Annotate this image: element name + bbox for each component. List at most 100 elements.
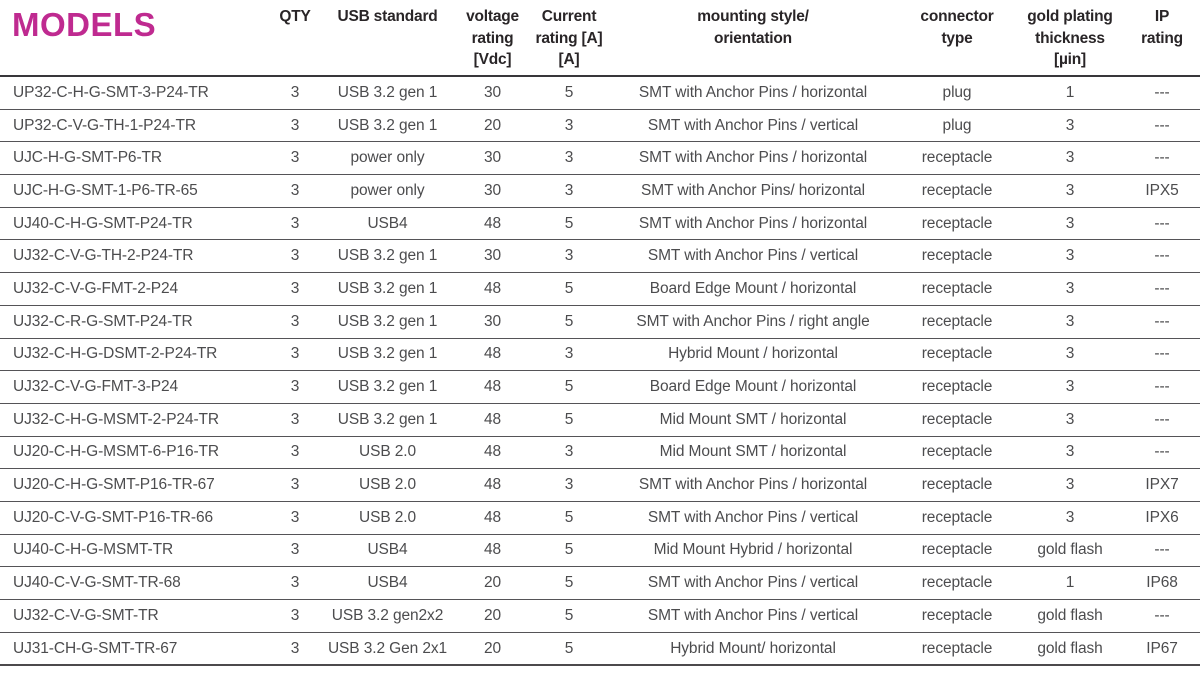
usb-standard-cell: USB 2.0 [358, 476, 417, 494]
header-line: Current [541, 8, 597, 25]
column-header-qty: QTY [270, 0, 320, 76]
current-rating-cell: 5 [564, 574, 574, 592]
mounting-style-cell: SMT with Anchor Pins / horizontal [638, 476, 868, 494]
model-number-cell: UJ32-C-H-G-MSMT-2-P24-TR [13, 410, 219, 428]
gold-plating-cell: 3 [1065, 443, 1075, 461]
gold-plating-cell: 3 [1065, 508, 1075, 526]
table-row: UJ32-C-H-G-MSMT-2-P24-TR 3 USB 3.2 gen 1… [0, 403, 1200, 436]
header-line: rating [A] [535, 29, 603, 47]
ip-rating-cell: --- [1154, 606, 1170, 624]
table-row: UJ20-C-H-G-SMT-P16-TR-67 3 USB 2.0 48 3 … [0, 468, 1200, 502]
gold-plating-cell: 3 [1065, 378, 1075, 396]
header-line: orientation [714, 29, 792, 47]
ip-rating-cell: --- [1154, 149, 1170, 167]
voltage-rating-cell: 48 [483, 279, 502, 297]
connector-type-cell: receptacle [921, 345, 993, 363]
table-row: UJ20-C-V-G-SMT-P16-TR-66 3 USB 2.0 48 5 … [0, 501, 1200, 534]
qty-cell: 3 [290, 149, 300, 167]
mounting-style-cell: Hybrid Mount/ horizontal [670, 639, 836, 657]
ip-rating-cell: --- [1154, 378, 1170, 396]
voltage-rating-cell: 48 [483, 378, 502, 396]
column-header-voltage-rating: voltage rating [Vdc] [455, 0, 530, 76]
model-number-cell: UJ20-C-V-G-SMT-P16-TR-66 [13, 508, 213, 526]
model-number-cell: UJ20-C-H-G-SMT-P16-TR-67 [13, 476, 215, 494]
current-rating-cell: 3 [564, 149, 574, 167]
current-rating-cell: 5 [564, 639, 574, 657]
usb-standard-cell: power only [350, 181, 425, 199]
table-row: UP32-C-H-G-SMT-3-P24-TR 3 USB 3.2 gen 1 … [0, 76, 1200, 109]
page-title: MODELS [12, 6, 157, 43]
mounting-style-cell: Board Edge Mount / horizontal [649, 279, 857, 297]
qty-cell: 3 [290, 541, 300, 559]
header-line: QTY [279, 8, 311, 25]
usb-standard-cell: USB 2.0 [358, 508, 417, 526]
table-row: UJ32-C-V-G-SMT-TR 3 USB 3.2 gen2x2 20 5 … [0, 599, 1200, 633]
connector-type-cell: receptacle [921, 606, 993, 624]
connector-type-cell: receptacle [921, 378, 993, 396]
qty-cell: 3 [290, 378, 300, 396]
header-line: gold plating [1027, 8, 1113, 25]
header-line: USB standard [337, 8, 438, 25]
header-line: rating [1141, 29, 1183, 47]
header-line: connector [920, 8, 994, 25]
connector-type-cell: receptacle [921, 639, 993, 657]
model-number-cell: UJC-H-G-SMT-1-P6-TR-65 [13, 181, 198, 199]
gold-plating-cell: 1 [1065, 83, 1075, 101]
ip-rating-cell: IPX5 [1145, 181, 1179, 199]
usb-standard-cell: USB4 [367, 574, 408, 592]
header-line: IP [1154, 8, 1170, 25]
column-header-current-rating: Current rating [A] [A] [530, 0, 608, 76]
current-rating-cell: 5 [564, 606, 574, 624]
qty-cell: 3 [290, 476, 300, 494]
connector-type-cell: receptacle [921, 476, 993, 494]
connector-type-cell: receptacle [921, 181, 993, 199]
usb-standard-cell: USB 3.2 Gen 2x1 [327, 639, 448, 657]
connector-type-cell: receptacle [921, 410, 993, 428]
model-number-cell: UJ20-C-H-G-MSMT-6-P16-TR [13, 443, 219, 461]
table-row: UP32-C-V-G-TH-1-P24-TR 3 USB 3.2 gen 1 2… [0, 109, 1200, 142]
current-rating-cell: 5 [564, 508, 574, 526]
header-line: rating [471, 29, 514, 47]
qty-cell: 3 [290, 247, 300, 265]
gold-plating-cell: gold flash [1037, 606, 1103, 624]
qty-cell: 3 [290, 574, 300, 592]
connector-type-cell: receptacle [921, 508, 993, 526]
usb-standard-cell: USB 3.2 gen 1 [337, 279, 438, 297]
voltage-rating-cell: 30 [483, 247, 502, 265]
connector-type-cell: receptacle [921, 214, 993, 232]
mounting-style-cell: SMT with Anchor Pins / horizontal [638, 83, 868, 101]
usb-standard-cell: USB4 [367, 214, 408, 232]
current-rating-cell: 3 [564, 247, 574, 265]
mounting-style-cell: SMT with Anchor Pins / horizontal [638, 149, 868, 167]
qty-cell: 3 [290, 83, 300, 101]
header-line: type [941, 29, 973, 47]
model-number-cell: UJ32-C-V-G-FMT-3-P24 [13, 378, 179, 396]
header-line: [Vdc] [473, 51, 512, 68]
table-row: UJ31-CH-G-SMT-TR-67 3 USB 3.2 Gen 2x1 20… [0, 632, 1200, 665]
model-number-cell: UJ31-CH-G-SMT-TR-67 [13, 639, 178, 657]
model-number-cell: UP32-C-H-G-SMT-3-P24-TR [13, 83, 209, 101]
column-header-model: MODELS [0, 0, 270, 76]
connector-type-cell: receptacle [921, 279, 993, 297]
qty-cell: 3 [290, 214, 300, 232]
table-row: UJ32-C-V-G-FMT-2-P24 3 USB 3.2 gen 1 48 … [0, 272, 1200, 306]
table-row: UJ32-C-V-G-TH-2-P24-TR 3 USB 3.2 gen 1 3… [0, 239, 1200, 273]
voltage-rating-cell: 48 [483, 410, 502, 428]
voltage-rating-cell: 30 [483, 149, 502, 167]
qty-cell: 3 [290, 606, 300, 624]
mounting-style-cell: SMT with Anchor Pins / vertical [647, 116, 859, 134]
qty-cell: 3 [290, 410, 300, 428]
qty-cell: 3 [290, 116, 300, 134]
ip-rating-cell: --- [1154, 345, 1170, 363]
gold-plating-cell: 3 [1065, 247, 1075, 265]
column-header-usb-standard: USB standard [320, 0, 455, 76]
mounting-style-cell: Mid Mount SMT / horizontal [659, 410, 847, 428]
gold-plating-cell: 3 [1065, 345, 1075, 363]
table-body: UP32-C-H-G-SMT-3-P24-TR 3 USB 3.2 gen 1 … [0, 76, 1200, 665]
qty-cell: 3 [290, 312, 300, 330]
gold-plating-cell: 3 [1065, 149, 1075, 167]
usb-standard-cell: USB 3.2 gen 1 [337, 312, 438, 330]
usb-standard-cell: USB 3.2 gen 1 [337, 345, 438, 363]
usb-standard-cell: USB 3.2 gen2x2 [331, 606, 444, 624]
